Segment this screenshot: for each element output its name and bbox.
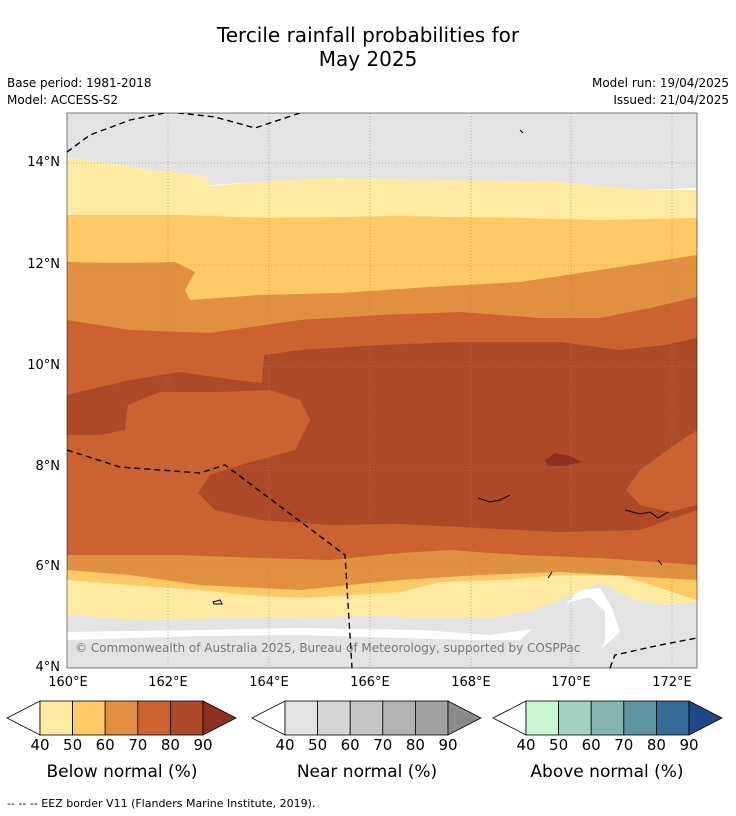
legend-tick-label: 70 xyxy=(614,736,633,754)
legend-swatch xyxy=(39,700,73,736)
graticule xyxy=(67,113,697,668)
legend-swatch xyxy=(590,700,625,736)
copyright-notice: © Commonwealth of Australia 2025, Bureau… xyxy=(75,641,581,655)
model-run-date: Model run: 19/04/2025 xyxy=(591,76,729,90)
legend-tick-label: 80 xyxy=(406,736,425,754)
legend-swatch xyxy=(137,700,171,736)
legend-swatch xyxy=(349,700,384,736)
y-tick-8n: 8°N xyxy=(35,459,61,474)
legend-title-near: Near normal (%) xyxy=(296,762,438,782)
x-tick-166e: 166°E xyxy=(350,675,390,690)
legend-swatch xyxy=(623,700,657,736)
x-tick-168e: 168°E xyxy=(451,675,491,690)
base-period: Base period: 1981-2018 xyxy=(7,76,152,90)
legend-swatch xyxy=(382,700,416,736)
legend-swatch xyxy=(72,700,106,736)
eez-footnote: -- -- -- EEZ border V11 (Flanders Marine… xyxy=(7,797,316,810)
legend-tick-label: 60 xyxy=(96,736,115,754)
y-tick-14n: 14°N xyxy=(27,155,60,170)
colorbar-near: 40 50 60 70 80 90 xyxy=(251,700,482,754)
x-tick-164e: 164°E xyxy=(249,675,289,690)
map-title-line1: Tercile rainfall probabilities for xyxy=(216,23,520,47)
legend-extend-low xyxy=(251,700,286,736)
legend-tick-label: 90 xyxy=(438,736,457,754)
legend-swatch xyxy=(414,700,449,736)
legend-extend-high xyxy=(447,700,482,736)
legend-swatch xyxy=(169,700,204,736)
legend-tick-label: 40 xyxy=(30,736,49,754)
legend-tick-label: 90 xyxy=(679,736,698,754)
x-tick-160e: 160°E xyxy=(48,675,88,690)
legend-swatch xyxy=(656,700,690,736)
legend-swatch xyxy=(525,700,559,736)
legend-extend-high xyxy=(688,700,723,736)
legend-tick-label: 50 xyxy=(549,736,568,754)
legend-extend-high xyxy=(202,700,237,736)
legend-tick-label: 60 xyxy=(582,736,601,754)
legend-swatch xyxy=(558,700,592,736)
legend-tick-label: 70 xyxy=(373,736,392,754)
legend-tick-label: 80 xyxy=(161,736,180,754)
near-normal-region-north xyxy=(67,113,697,190)
near-normal-region-southwest xyxy=(67,597,605,668)
x-tick-162e: 162°E xyxy=(148,675,188,690)
below-70-80-patch xyxy=(67,392,308,505)
legend-extend-low xyxy=(6,700,41,736)
colorbar-above: 40 50 60 70 80 90 xyxy=(492,700,723,754)
below-70-80-patch-east xyxy=(626,430,697,512)
legend-tick-label: 50 xyxy=(63,736,82,754)
below-80-90-band xyxy=(67,338,697,532)
legend-title-above: Above normal (%) xyxy=(530,762,684,782)
model-name: Model: ACCESS-S2 xyxy=(7,93,119,107)
legend-swatch xyxy=(104,700,139,736)
below-90-patch xyxy=(545,453,582,466)
map-title-line2: May 2025 xyxy=(318,47,418,71)
legend-tick-label: 70 xyxy=(128,736,147,754)
legend-tick-label: 80 xyxy=(647,736,666,754)
legend-tick-label: 40 xyxy=(275,736,294,754)
legend-swatch xyxy=(284,700,318,736)
legend-tick-label: 90 xyxy=(193,736,212,754)
legend-tick-label: 40 xyxy=(516,736,535,754)
islands xyxy=(212,129,669,605)
y-tick-10n: 10°N xyxy=(27,358,60,373)
y-tick-6n: 6°N xyxy=(35,559,61,574)
map-plot-area xyxy=(67,113,697,668)
y-tick-12n: 12°N xyxy=(27,257,60,272)
legend-tick-label: 60 xyxy=(341,736,360,754)
legend-tick-label: 50 xyxy=(308,736,327,754)
y-tick-4n: 4°N xyxy=(35,660,61,675)
map-frame xyxy=(66,112,698,669)
legend-extend-low xyxy=(492,700,527,736)
colorbar-below: 40 50 60 70 80 90 xyxy=(6,700,237,754)
x-tick-170e: 170°E xyxy=(551,675,591,690)
x-tick-172e: 172°E xyxy=(652,675,692,690)
issued-date: Issued: 21/04/2025 xyxy=(613,93,729,107)
legend-title-below: Below normal (%) xyxy=(46,762,198,782)
eez-border-lines xyxy=(67,113,697,668)
legend-swatch xyxy=(317,700,351,736)
